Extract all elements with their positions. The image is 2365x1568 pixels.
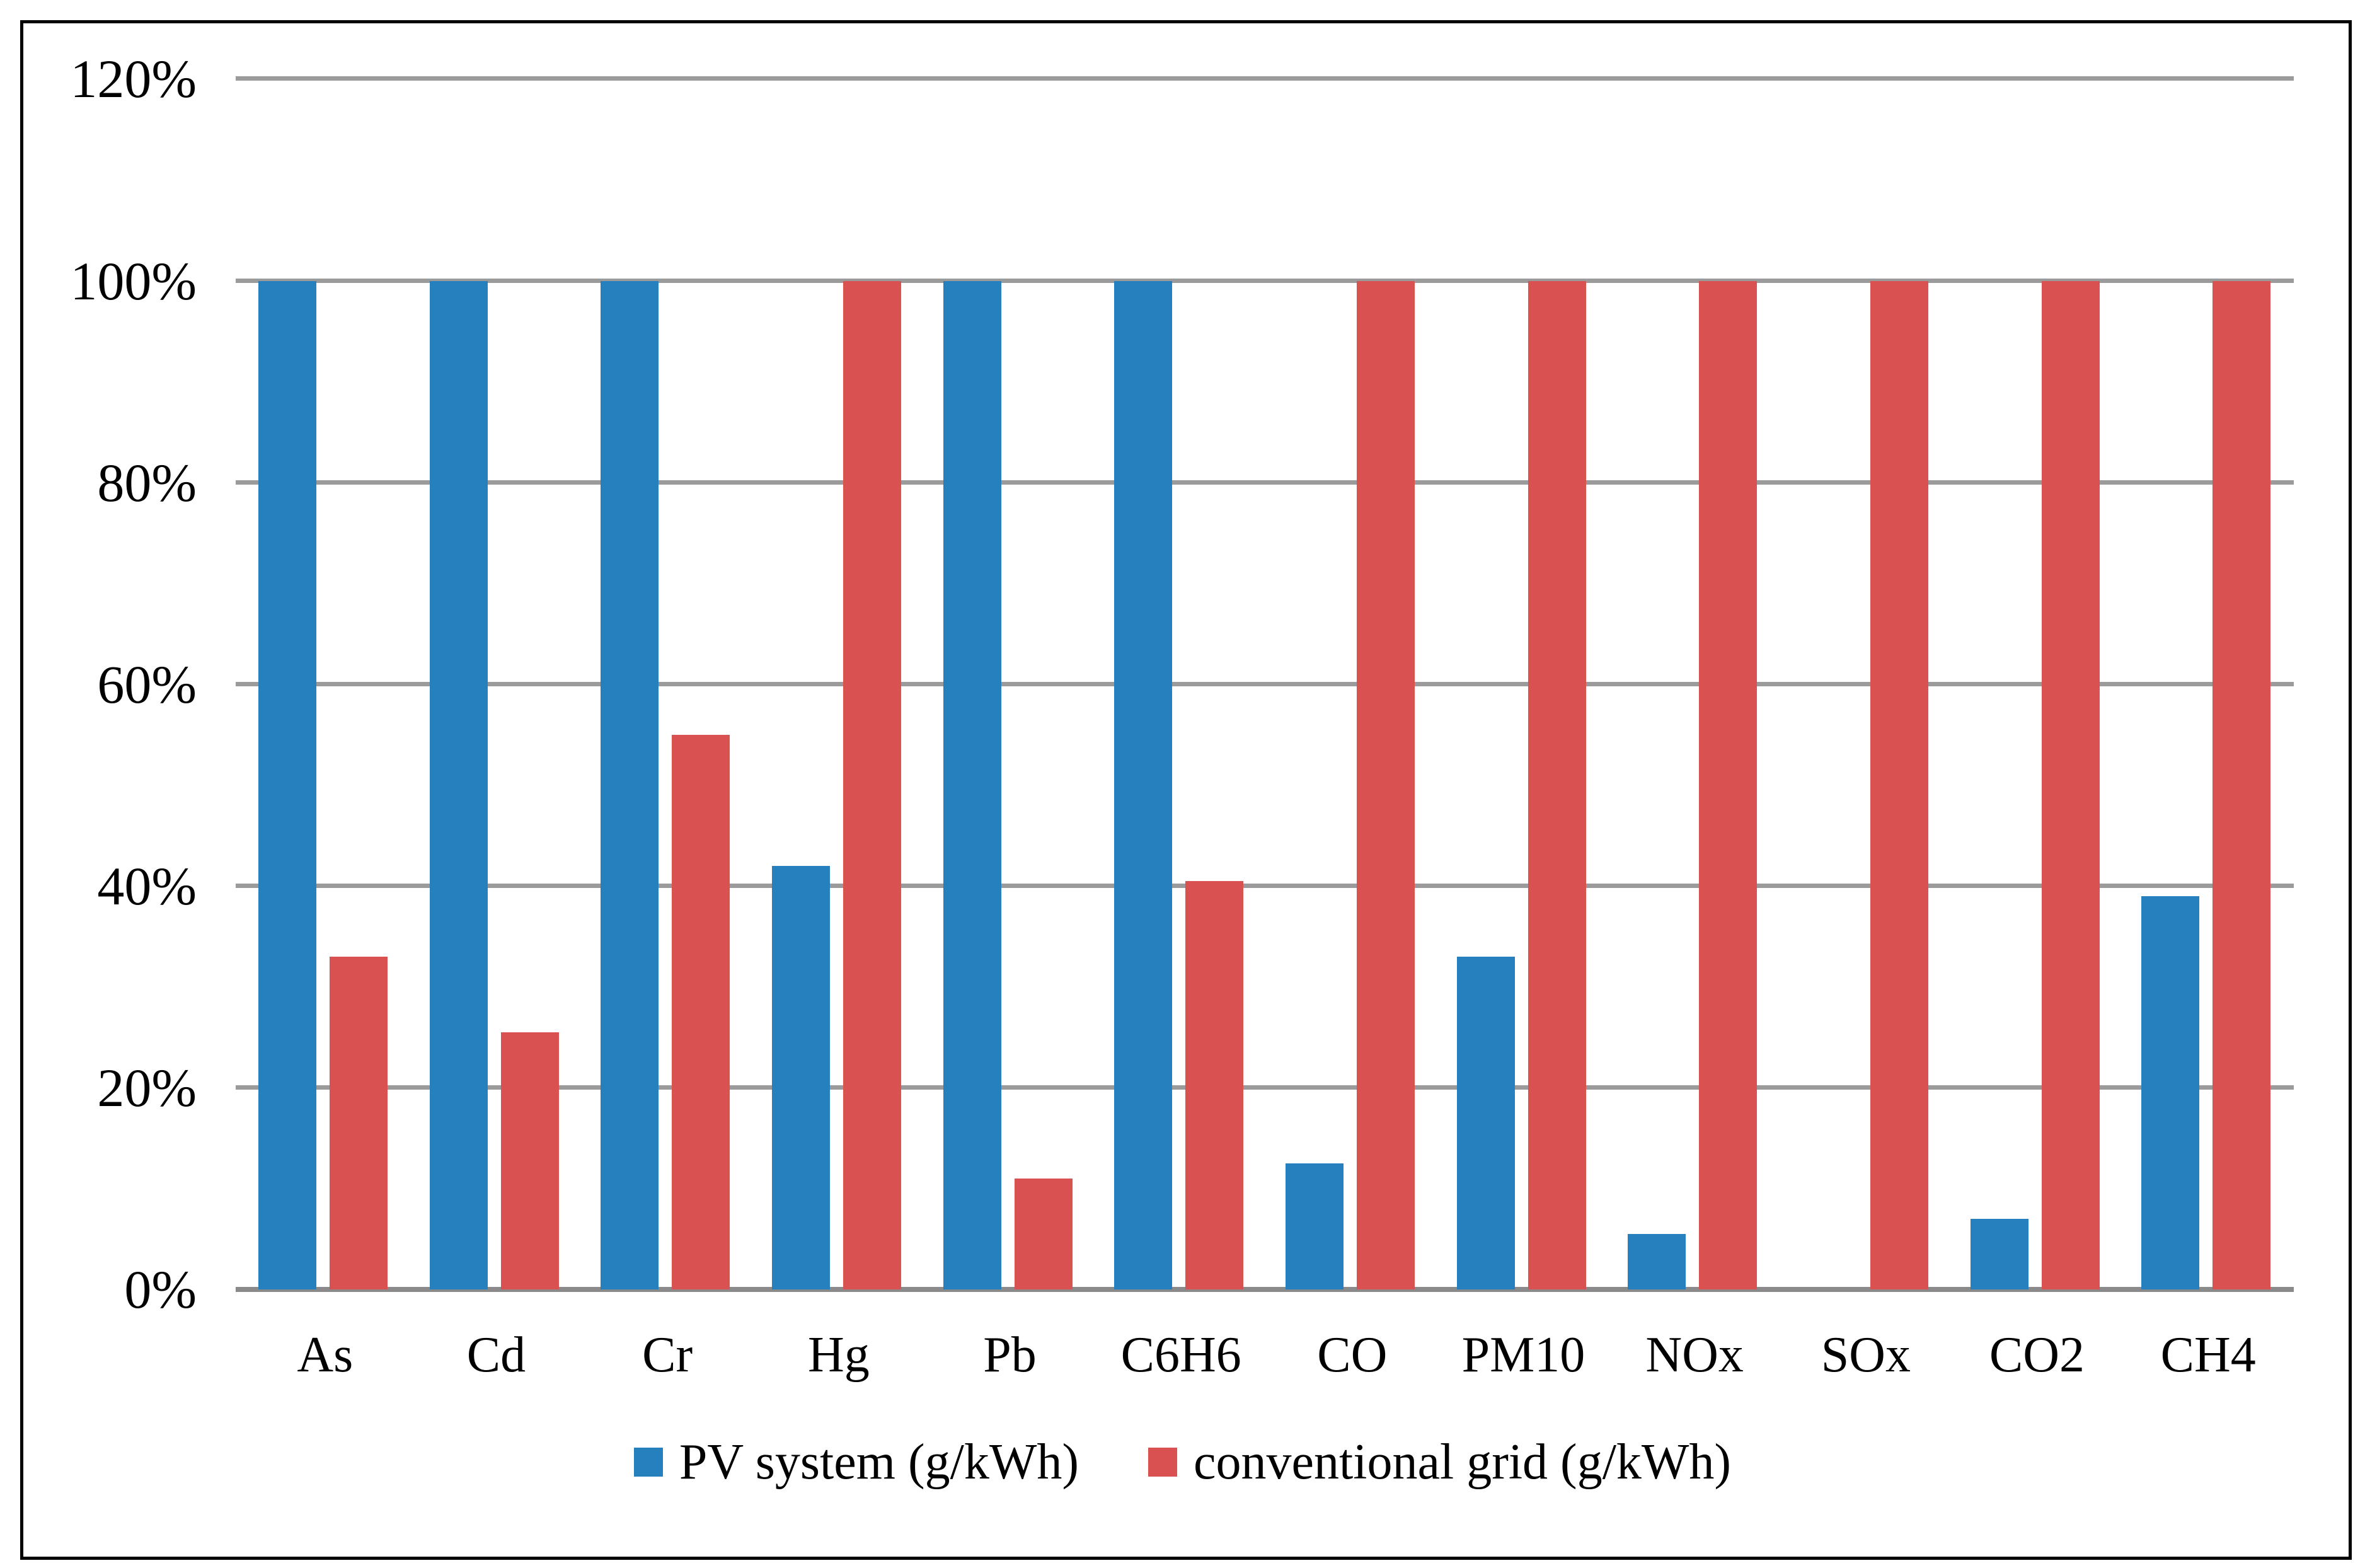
y-axis-tick-label-20pct: 20% bbox=[97, 1057, 197, 1118]
bar-pv-CH4 bbox=[2141, 896, 2200, 1289]
bar-pv-NOx bbox=[1628, 1233, 1686, 1289]
x-axis-category-label-CH4: CH4 bbox=[2160, 1327, 2256, 1383]
y-axis-tick-label-100pct: 100% bbox=[70, 250, 197, 311]
x-axis-category-label-SOx: SOx bbox=[1821, 1327, 1911, 1383]
bar-grid-CH4 bbox=[2213, 280, 2271, 1289]
bar-grid-SOx bbox=[1870, 280, 1928, 1289]
bar-grid-As bbox=[330, 956, 388, 1289]
x-axis-category-label-Cr: Cr bbox=[642, 1327, 693, 1383]
x-axis-category-label-NOx: NOx bbox=[1645, 1327, 1744, 1383]
chart-outer-border bbox=[20, 20, 2352, 1560]
legend-label-pv-system: PV system (g/kWh) bbox=[679, 1434, 1079, 1490]
legend-label-conventional-grid: conventional grid (g/kWh) bbox=[1193, 1434, 1732, 1490]
x-axis-category-label-C6H6: C6H6 bbox=[1120, 1327, 1241, 1383]
bar-pv-Pb bbox=[943, 280, 1001, 1289]
bar-pv-Cr bbox=[601, 280, 659, 1289]
x-axis-category-label-Hg: Hg bbox=[807, 1327, 870, 1383]
x-axis-category-label-PM10: PM10 bbox=[1461, 1327, 1585, 1383]
gridline-100pct bbox=[236, 278, 2294, 283]
gridline-60pct bbox=[236, 681, 2294, 686]
bar-grid-PM10 bbox=[1528, 280, 1586, 1289]
bar-grid-C6H6 bbox=[1185, 880, 1244, 1289]
legend-item-conventional-grid: conventional grid (g/kWh) bbox=[1148, 1432, 1731, 1492]
bar-grid-Hg bbox=[843, 280, 901, 1289]
legend-item-pv-system: PV system (g/kWh) bbox=[633, 1432, 1079, 1492]
bar-pv-As bbox=[258, 280, 316, 1289]
chart-legend: PV system (g/kWh) conventional grid (g/k… bbox=[0, 1432, 2365, 1492]
x-axis-category-label-Cd: Cd bbox=[466, 1327, 526, 1383]
bar-pv-PM10 bbox=[1456, 956, 1515, 1289]
gridline-40pct bbox=[236, 883, 2294, 888]
bar-pv-CO bbox=[1286, 1163, 1344, 1289]
bar-pv-CO2 bbox=[1970, 1218, 2028, 1289]
bar-grid-Cr bbox=[672, 734, 730, 1289]
y-axis-tick-label-80pct: 80% bbox=[97, 452, 197, 513]
bar-grid-Cd bbox=[500, 1032, 559, 1289]
y-axis-tick-label-120pct: 120% bbox=[70, 49, 197, 110]
y-axis-tick-label-40pct: 40% bbox=[97, 855, 197, 916]
x-axis-category-label-Pb: Pb bbox=[983, 1327, 1037, 1383]
bar-pv-Cd bbox=[429, 280, 488, 1289]
bar-grid-Pb bbox=[1014, 1178, 1073, 1289]
gridline-20pct bbox=[236, 1085, 2294, 1090]
x-axis-category-label-As: As bbox=[297, 1327, 354, 1383]
bar-grid-CO bbox=[1357, 280, 1415, 1289]
legend-swatch-conventional-grid bbox=[1148, 1448, 1177, 1477]
x-axis-category-label-CO2: CO2 bbox=[1989, 1327, 2085, 1383]
gridline-80pct bbox=[236, 480, 2294, 485]
bar-grid-NOx bbox=[1699, 280, 1758, 1289]
bar-pv-Hg bbox=[772, 865, 830, 1289]
bar-grid-CO2 bbox=[2041, 280, 2100, 1289]
y-axis-tick-label-0pct: 0% bbox=[124, 1259, 197, 1320]
y-axis-tick-label-60pct: 60% bbox=[97, 654, 197, 715]
gridline-0pct bbox=[236, 1287, 2294, 1292]
bar-pv-C6H6 bbox=[1114, 280, 1173, 1289]
gridline-120pct bbox=[236, 76, 2294, 81]
x-axis-category-label-CO: CO bbox=[1317, 1327, 1388, 1383]
legend-swatch-pv-system bbox=[633, 1448, 663, 1477]
